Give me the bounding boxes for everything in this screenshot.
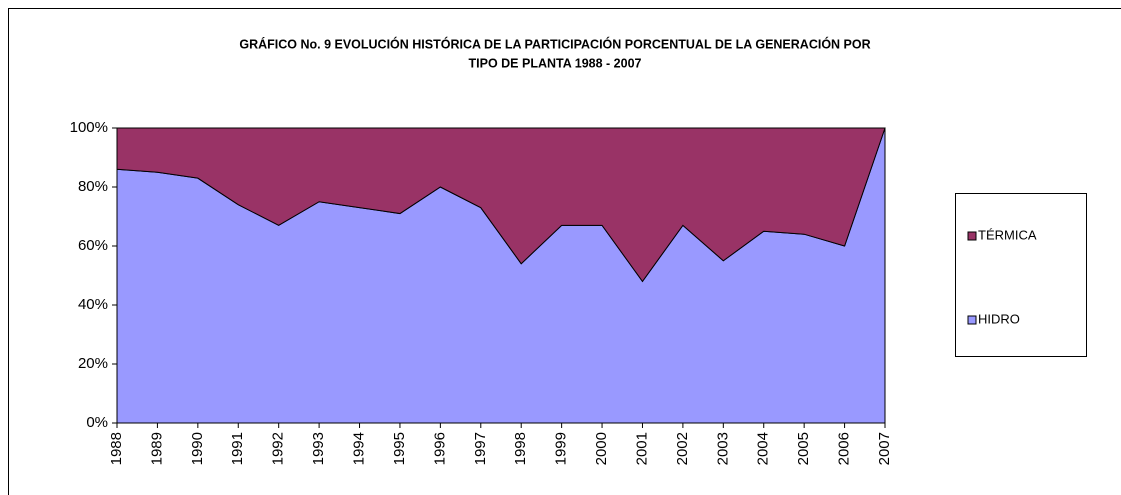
chart-title: TIPO DE PLANTA 1988 - 2007 bbox=[469, 56, 642, 70]
plot-border bbox=[116, 127, 886, 424]
y-tick-label: 0% bbox=[86, 414, 108, 431]
x-tick-label: 1994 bbox=[350, 432, 367, 465]
x-tick-label: 1993 bbox=[310, 432, 327, 465]
x-tick-label: 2002 bbox=[674, 432, 691, 465]
chart-frame bbox=[8, 8, 1121, 495]
x-tick-label: 2005 bbox=[795, 432, 812, 465]
x-tick-label: 1990 bbox=[189, 432, 206, 465]
x-tick-label: 1991 bbox=[229, 432, 246, 465]
x-tick-label: 1997 bbox=[472, 432, 489, 465]
legend-label: TÉRMICA bbox=[978, 227, 1037, 242]
legend-box bbox=[955, 193, 1087, 357]
x-tick-label: 1992 bbox=[270, 432, 287, 465]
y-tick-label: 40% bbox=[78, 296, 108, 313]
x-tick-label: 2004 bbox=[755, 432, 772, 465]
x-tick-label: 1995 bbox=[391, 432, 408, 465]
x-tick-label: 1996 bbox=[431, 432, 448, 465]
x-tick-label: 2006 bbox=[836, 432, 853, 465]
x-tick-label: 1998 bbox=[512, 432, 529, 465]
y-tick-label: 80% bbox=[78, 178, 108, 195]
x-tick-label: 2003 bbox=[714, 432, 731, 465]
legend-label: HIDRO bbox=[978, 311, 1020, 326]
legend-swatch bbox=[967, 231, 977, 241]
x-tick-label: 1999 bbox=[553, 432, 570, 465]
x-tick-label: 1988 bbox=[108, 432, 125, 465]
chart-title: GRÁFICO No. 9 EVOLUCIÓN HISTÓRICA DE LA … bbox=[239, 36, 870, 51]
y-tick-label: 20% bbox=[78, 355, 108, 372]
x-tick-label: 2001 bbox=[633, 432, 650, 465]
x-tick-label: 2000 bbox=[593, 432, 610, 465]
x-tick-label: 1989 bbox=[148, 432, 165, 465]
y-tick-label: 60% bbox=[78, 237, 108, 254]
x-tick-label: 2007 bbox=[876, 432, 893, 465]
y-tick-label: 100% bbox=[70, 119, 108, 136]
legend-swatch bbox=[967, 315, 977, 325]
